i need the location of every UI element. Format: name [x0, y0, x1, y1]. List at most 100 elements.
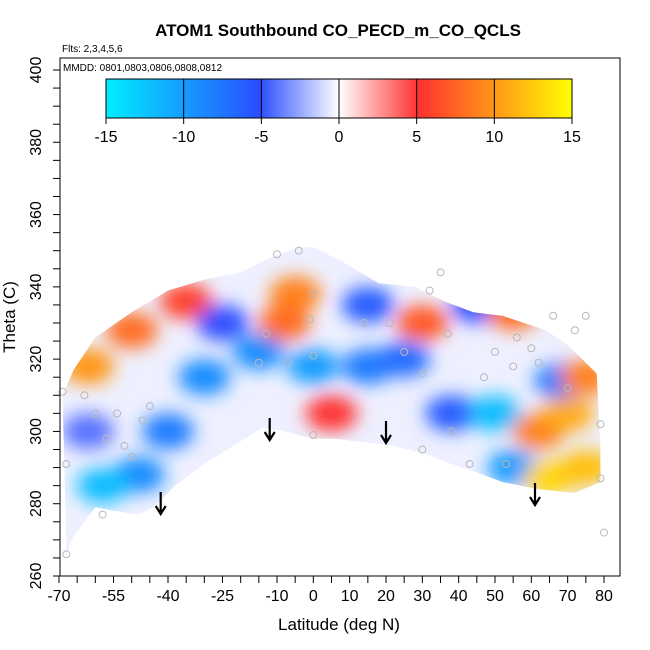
- y-tick-label: 400: [28, 57, 45, 84]
- colorbar-tick-label: 10: [485, 129, 503, 146]
- field-cell: [305, 395, 358, 432]
- down-arrow-icon: [154, 492, 167, 517]
- observation-point: [385, 319, 394, 327]
- x-tick-label: 40: [450, 588, 468, 605]
- x-tick-label: -25: [211, 588, 234, 605]
- y-tick-label: 380: [28, 129, 45, 156]
- observation-point: [512, 333, 521, 342]
- observation-point: [447, 427, 456, 436]
- observation-point: [436, 268, 445, 277]
- observation-point: [98, 510, 107, 519]
- altitude-arrows: [154, 418, 541, 517]
- observation-point: [465, 460, 474, 468]
- observation-point: [283, 358, 292, 367]
- field-cell: [559, 449, 601, 486]
- field-cell: [62, 348, 115, 385]
- observation-point: [80, 391, 89, 400]
- x-tick-label: 80: [595, 588, 613, 605]
- observation-point: [581, 311, 590, 320]
- observation-point: [309, 351, 318, 360]
- x-axis: -70 -55 -40 -25 -10 0 10 20 30 40 50 60 70 80: [47, 575, 620, 605]
- observation-point: [563, 384, 572, 393]
- observation-point: [527, 344, 536, 353]
- field-cell: [487, 294, 540, 331]
- x-tick-label: 20: [377, 588, 395, 605]
- down-arrow-icon: [529, 483, 541, 508]
- y-axis: 260 280 300 320 340 360 380 400: [28, 57, 61, 590]
- colorbar-tick-label: 5: [412, 129, 421, 146]
- observation-point: [596, 420, 605, 429]
- y-tick-label: 260: [28, 563, 45, 590]
- x-tick-label: 70: [559, 588, 577, 605]
- y-tick-label: 280: [28, 490, 45, 517]
- colorbar: -15 -10 -5 0 5 10 15: [94, 78, 581, 146]
- observation-point: [254, 358, 263, 367]
- observation-point: [596, 474, 605, 483]
- field-cell: [196, 305, 249, 341]
- observation-point: [62, 460, 71, 468]
- field-cell: [62, 413, 115, 450]
- field-cell: [559, 359, 601, 396]
- field-cell: [142, 413, 194, 450]
- heatmap-field: [62, 247, 601, 555]
- colorbar-tick-label: -10: [172, 129, 195, 146]
- observation-point: [534, 358, 543, 367]
- y-tick-label: 340: [28, 273, 45, 300]
- observation-point: [509, 362, 518, 371]
- down-arrow-icon: [380, 421, 392, 446]
- colorbar-tick-label: -5: [254, 129, 268, 146]
- field-cell: [160, 283, 213, 320]
- observation-point: [138, 416, 147, 425]
- observation-point: [262, 329, 271, 338]
- observation-point: [418, 369, 427, 378]
- observation-point: [360, 319, 369, 327]
- y-tick-label: 360: [28, 201, 45, 228]
- colorbar-tick-label: 0: [335, 129, 344, 146]
- observation-point: [570, 326, 579, 335]
- field-cell: [469, 395, 521, 432]
- chart-title: ATOM1 Southbound CO_PECD_m_CO_QCLS: [155, 21, 521, 40]
- observation-point: [273, 250, 281, 259]
- x-tick-label: 30: [413, 588, 431, 605]
- observation-point: [102, 434, 111, 443]
- field-cell: [541, 395, 594, 432]
- flights-subtitle: Flts: 2,3,4,5,6: [62, 44, 123, 55]
- colorbar-tick-label: 15: [563, 129, 581, 146]
- observation-point: [480, 373, 489, 382]
- observation-point: [425, 286, 434, 295]
- x-tick-label: 50: [486, 588, 504, 605]
- observation-point: [145, 402, 154, 411]
- x-tick-label: -70: [47, 588, 70, 605]
- y-tick-label: 300: [28, 418, 45, 445]
- observation-point: [418, 445, 427, 454]
- field-cell: [425, 395, 478, 432]
- observation-point: [309, 431, 318, 439]
- field-cell: [378, 341, 431, 378]
- observation-point: [113, 409, 122, 418]
- observation-point: [58, 387, 67, 396]
- observation-point: [600, 528, 608, 537]
- field-cell: [178, 359, 231, 396]
- observation-point: [127, 452, 136, 461]
- x-tick-label: 0: [309, 588, 318, 605]
- field-cell: [76, 467, 129, 504]
- observation-point: [91, 409, 100, 418]
- field-cell: [341, 286, 394, 323]
- colorbar-tick-label: -15: [94, 129, 117, 146]
- field-cell: [269, 276, 322, 313]
- observation-point: [120, 441, 129, 450]
- observation-point: [491, 347, 499, 356]
- x-axis-label: Latitude (deg N): [278, 615, 400, 634]
- observation-point: [309, 290, 318, 299]
- y-axis-label: Theta (C): [0, 281, 19, 353]
- x-tick-label: -10: [265, 588, 288, 605]
- x-tick-label: 60: [522, 588, 540, 605]
- observation-point: [305, 315, 314, 324]
- observation-point: [549, 311, 558, 320]
- dates-subtitle: MMDD: 0801,0803,0806,0808,0812: [63, 63, 222, 74]
- x-tick-label: -55: [102, 588, 125, 605]
- field-cell: [258, 305, 311, 341]
- field-cell: [396, 305, 449, 341]
- observation-point: [62, 550, 71, 559]
